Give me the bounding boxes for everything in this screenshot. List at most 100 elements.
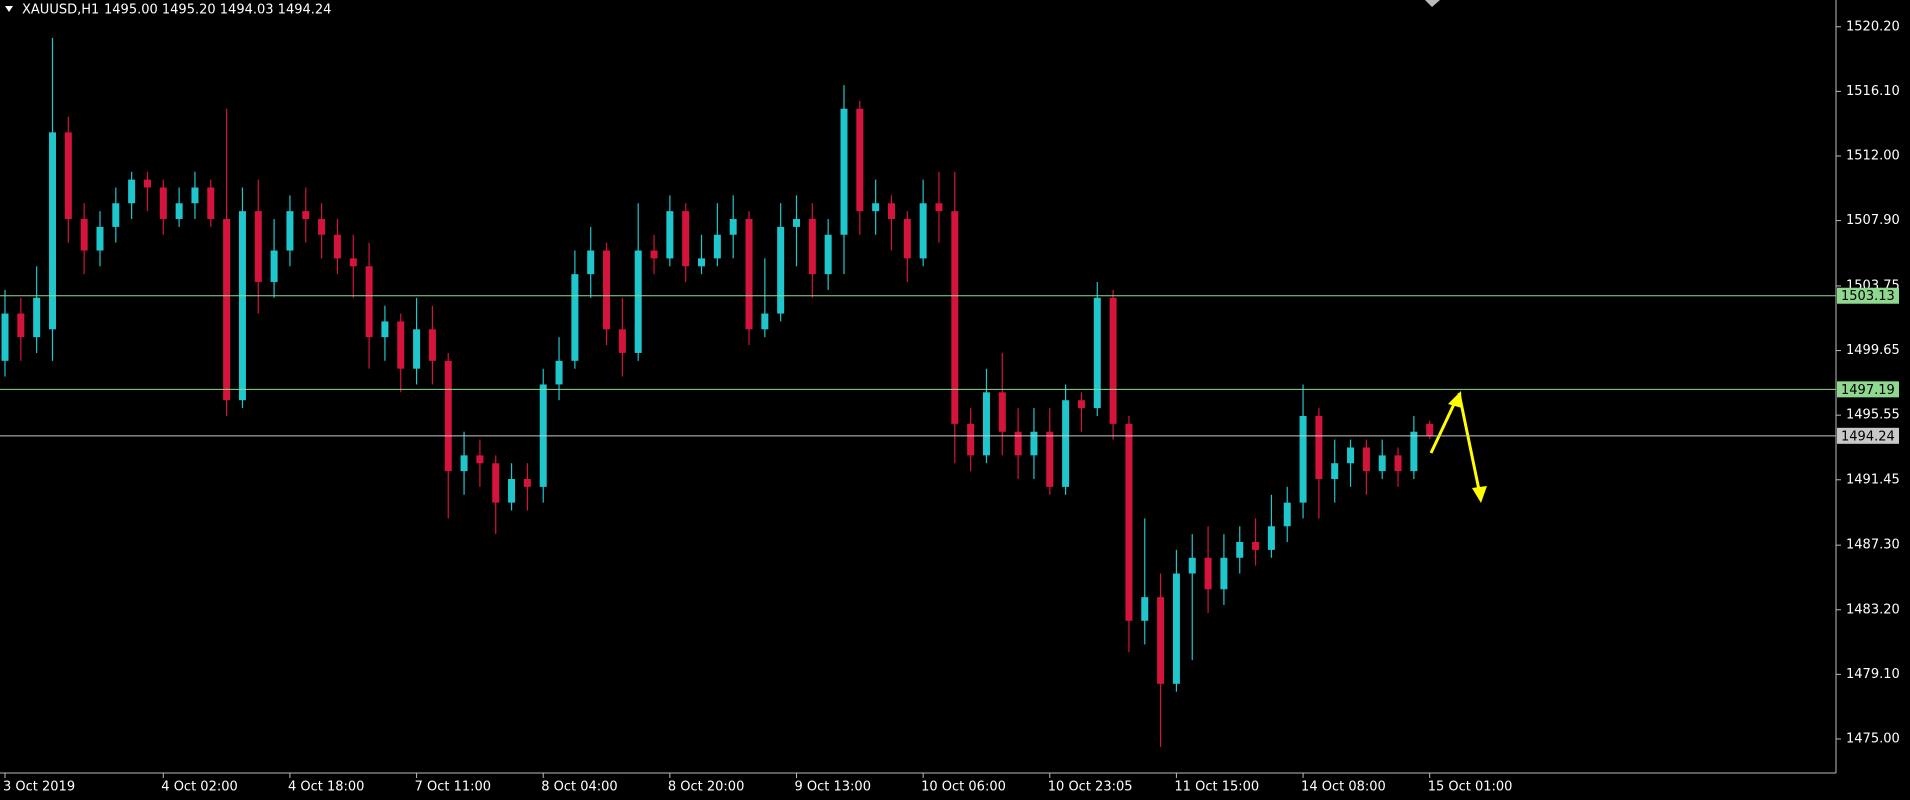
price-level-label: 1494.24 <box>1841 429 1895 444</box>
shift-marker <box>1425 0 1440 7</box>
candle-body <box>951 211 959 424</box>
candle-body <box>64 132 72 220</box>
candle-body <box>982 392 990 456</box>
candle-body <box>349 258 357 267</box>
candle-body <box>302 211 310 220</box>
candle-body <box>428 329 436 361</box>
x-tick-label: 11 Oct 15:00 <box>1174 780 1259 795</box>
candle-body <box>238 211 246 401</box>
candle-body <box>270 250 278 283</box>
candle-body <box>1236 542 1244 558</box>
price-level-box <box>1837 381 1899 398</box>
candle-body <box>1267 526 1275 550</box>
y-tick-label: 1495.55 <box>1846 408 1900 423</box>
candle-body <box>729 219 737 235</box>
candle-body <box>112 203 120 227</box>
candle-body <box>587 250 595 275</box>
candle-body <box>492 463 500 503</box>
arrow-down <box>1457 392 1481 491</box>
candle-body <box>1109 297 1117 424</box>
x-tick-label: 14 Oct 08:00 <box>1301 780 1386 795</box>
candle-body <box>1 313 9 361</box>
candle-body <box>808 219 816 275</box>
y-tick-label: 1499.65 <box>1846 343 1900 358</box>
candle-body <box>1299 415 1307 503</box>
candle-body <box>1141 597 1149 621</box>
candle-body <box>159 187 167 220</box>
candle-body <box>1426 423 1434 436</box>
candle-body <box>191 187 199 204</box>
x-tick-label: 9 Oct 13:00 <box>795 780 871 795</box>
candle-body <box>1046 431 1054 487</box>
candle-body <box>143 179 151 188</box>
candle-body <box>381 321 389 338</box>
candle-body <box>1283 502 1291 527</box>
candle-body <box>318 219 326 235</box>
candle-body <box>80 219 88 251</box>
candle-body <box>1062 400 1070 487</box>
candle-body <box>603 250 611 330</box>
symbol: XAUUSD,H1 <box>22 3 99 18</box>
candle-body <box>1394 455 1402 472</box>
candle-body <box>682 211 690 267</box>
candle-body <box>1172 573 1180 684</box>
candle-body <box>1347 447 1355 464</box>
y-tick-label: 1516.10 <box>1846 84 1900 99</box>
x-tick-label: 15 Oct 01:00 <box>1428 780 1513 795</box>
y-tick-label: 1483.20 <box>1846 602 1900 617</box>
candle-body <box>48 132 56 330</box>
candle-body <box>1093 297 1101 409</box>
ohlc-text: 1495.00 1495.20 1494.03 1494.24 <box>104 3 331 18</box>
candle-body <box>998 392 1006 432</box>
x-tick-label: 10 Oct 06:00 <box>921 780 1006 795</box>
candle-body <box>666 211 674 259</box>
x-tick-label: 8 Oct 20:00 <box>668 780 744 795</box>
candle-body <box>1252 542 1260 550</box>
candle-body <box>745 219 753 330</box>
price-level-box <box>1837 427 1899 444</box>
candle-body <box>1410 431 1418 472</box>
x-tick-label: 3 Oct 2019 <box>3 780 75 795</box>
candle-body <box>887 203 895 220</box>
y-tick-label: 1520.20 <box>1846 19 1900 34</box>
candle-body <box>650 250 658 259</box>
x-tick-label: 7 Oct 11:00 <box>415 780 491 795</box>
candle-body <box>824 234 832 275</box>
candle-body <box>1157 597 1165 684</box>
y-tick-label: 1512.00 <box>1846 148 1900 163</box>
price-level-label: 1503.13 <box>1841 289 1895 304</box>
candle-body <box>96 226 104 251</box>
arrow-head <box>1472 486 1487 503</box>
candle-body <box>1220 557 1228 590</box>
candle-body <box>1315 415 1323 479</box>
candle-body <box>571 274 579 361</box>
x-tick-label: 10 Oct 23:05 <box>1048 780 1133 795</box>
candle-body <box>1077 400 1085 409</box>
candle-body <box>413 329 421 369</box>
arrow-up <box>1429 401 1457 454</box>
x-tick-label: 4 Oct 02:00 <box>161 780 237 795</box>
y-tick-label: 1491.45 <box>1846 472 1900 487</box>
candle-body <box>618 329 626 353</box>
candle-body <box>761 313 769 330</box>
candle-body <box>1188 557 1196 574</box>
candle-body <box>508 478 516 503</box>
candle-body <box>33 297 41 338</box>
candle-body <box>523 478 531 487</box>
candle-body <box>254 211 262 283</box>
candle-body <box>713 234 721 259</box>
candle-body <box>793 219 800 227</box>
candle-body <box>903 219 911 259</box>
candle-body <box>1331 463 1339 479</box>
y-tick-label: 1475.00 <box>1846 731 1900 746</box>
candle-body <box>1014 431 1022 456</box>
candle-body <box>128 179 136 204</box>
candle-body <box>1362 447 1370 472</box>
candle-body <box>872 203 880 212</box>
price-level-label: 1497.19 <box>1841 383 1895 398</box>
candle-body <box>1030 431 1038 456</box>
y-tick-label: 1479.10 <box>1846 667 1900 682</box>
candle-body <box>223 219 231 401</box>
